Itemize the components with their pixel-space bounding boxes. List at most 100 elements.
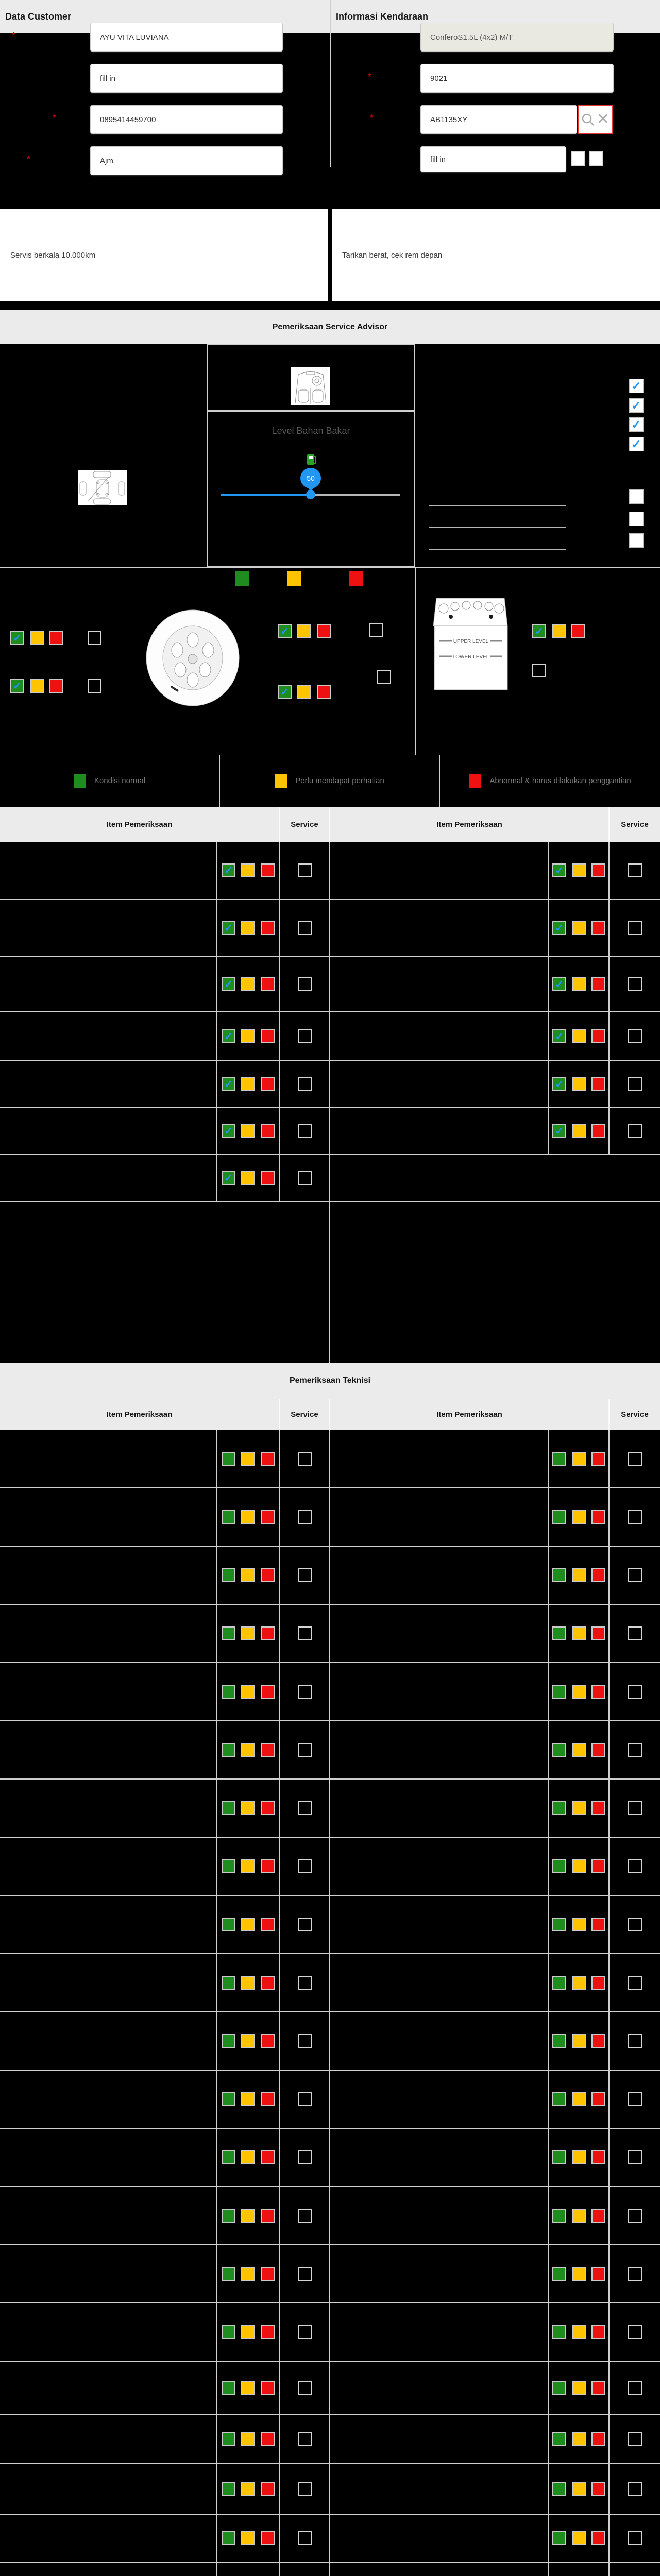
service-checkbox[interactable] — [628, 1124, 642, 1138]
checklist-checkbox-checked[interactable]: ✓ — [629, 398, 644, 413]
service-checkbox[interactable] — [628, 1029, 642, 1043]
service-checkbox[interactable] — [297, 2150, 312, 2164]
condition-green-swatch[interactable] — [222, 2531, 235, 2545]
condition-yellow-swatch[interactable] — [572, 1685, 586, 1699]
service-checkbox[interactable] — [628, 921, 642, 935]
condition-yellow-swatch[interactable] — [572, 1510, 586, 1524]
condition-green-swatch[interactable]: ✓ — [552, 1029, 566, 1043]
condition-yellow-swatch[interactable] — [572, 1124, 586, 1138]
service-checkbox[interactable] — [628, 2531, 642, 2545]
condition-yellow-swatch[interactable] — [572, 1859, 586, 1873]
condition-yellow-swatch[interactable] — [241, 2267, 255, 2281]
fuel-slider-handle[interactable] — [306, 490, 315, 499]
condition-red-swatch[interactable] — [591, 1568, 605, 1582]
service-checkbox[interactable] — [628, 1976, 642, 1990]
condition-yellow-swatch[interactable] — [572, 2482, 586, 2496]
service-checkbox[interactable] — [532, 664, 546, 677]
condition-red-swatch[interactable] — [261, 1124, 275, 1138]
condition-red-swatch[interactable] — [261, 1801, 275, 1815]
service-checkbox[interactable] — [628, 863, 642, 877]
condition-red-swatch[interactable] — [261, 1918, 275, 1931]
condition-yellow-swatch[interactable] — [241, 1452, 255, 1466]
condition-red-swatch[interactable] — [261, 921, 275, 935]
condition-yellow-swatch[interactable] — [241, 1918, 255, 1931]
condition-yellow-swatch[interactable] — [572, 2531, 586, 2545]
service-checkbox[interactable] — [297, 1743, 312, 1757]
condition-yellow-swatch[interactable] — [572, 2092, 586, 2106]
condition-yellow-swatch[interactable] — [572, 1918, 586, 1931]
condition-yellow-swatch[interactable] — [241, 1801, 255, 1815]
condition-green-swatch[interactable] — [222, 2092, 235, 2106]
condition-green-swatch[interactable] — [222, 1510, 235, 1524]
service-checkbox[interactable] — [88, 631, 101, 645]
condition-red-swatch[interactable] — [591, 863, 605, 877]
service-checkbox[interactable] — [628, 2034, 642, 2048]
condition-yellow-swatch[interactable] — [241, 2432, 255, 2446]
condition-red-swatch[interactable] — [261, 1859, 275, 1873]
customer-phone-input[interactable]: 0895414459700 — [90, 105, 283, 134]
condition-red-swatch[interactable] — [591, 2209, 605, 2223]
service-checkbox[interactable] — [297, 1029, 312, 1043]
condition-green-swatch[interactable] — [552, 1568, 566, 1582]
condition-green-swatch[interactable]: ✓ — [552, 863, 566, 877]
condition-yellow-swatch[interactable] — [572, 1452, 586, 1466]
condition-yellow-swatch[interactable] — [572, 1077, 586, 1091]
condition-green-swatch[interactable] — [222, 2432, 235, 2446]
condition-green-swatch[interactable] — [222, 2482, 235, 2496]
condition-red-swatch[interactable] — [261, 863, 275, 877]
checklist-checkbox[interactable] — [629, 512, 644, 526]
service-checkbox[interactable] — [628, 1568, 642, 1582]
condition-red-swatch[interactable] — [591, 977, 605, 991]
condition-red-swatch[interactable] — [261, 1077, 275, 1091]
service-checkbox[interactable] — [297, 863, 312, 877]
condition-yellow-swatch[interactable] — [572, 1976, 586, 1990]
condition-yellow-swatch[interactable] — [241, 2034, 255, 2048]
service-checkbox[interactable] — [297, 2432, 312, 2446]
condition-green-swatch[interactable] — [552, 1976, 566, 1990]
service-checkbox[interactable] — [628, 2092, 642, 2106]
condition-yellow-swatch[interactable] — [241, 1685, 255, 1699]
complaint-note[interactable]: Tarikan berat, cek rem depan — [332, 209, 660, 301]
service-checkbox[interactable] — [628, 1743, 642, 1757]
condition-green-swatch[interactable] — [552, 1626, 566, 1640]
condition-yellow-swatch[interactable] — [241, 2381, 255, 2395]
condition-green-swatch[interactable] — [552, 1801, 566, 1815]
condition-yellow-swatch[interactable] — [241, 1124, 255, 1138]
condition-green-swatch[interactable]: ✓ — [222, 1171, 235, 1185]
condition-red-swatch[interactable] — [49, 631, 63, 645]
condition-green-swatch[interactable] — [222, 1685, 235, 1699]
condition-yellow-swatch[interactable] — [241, 2092, 255, 2106]
condition-green-swatch[interactable] — [552, 2432, 566, 2446]
condition-red-swatch[interactable] — [261, 2531, 275, 2545]
service-checkbox[interactable] — [297, 2092, 312, 2106]
condition-green-swatch[interactable] — [552, 2209, 566, 2223]
condition-green-swatch[interactable] — [222, 1976, 235, 1990]
service-checkbox[interactable] — [628, 1801, 642, 1815]
condition-green-swatch[interactable] — [552, 2034, 566, 2048]
condition-red-swatch[interactable] — [261, 1510, 275, 1524]
condition-red-swatch[interactable] — [261, 1171, 275, 1185]
condition-green-swatch[interactable] — [552, 1452, 566, 1466]
condition-red-swatch[interactable] — [591, 1685, 605, 1699]
condition-red-swatch[interactable] — [261, 1568, 275, 1582]
condition-red-swatch[interactable] — [261, 1685, 275, 1699]
service-checkbox[interactable] — [628, 2325, 642, 2339]
service-checkbox[interactable] — [377, 670, 391, 684]
condition-red-swatch[interactable] — [261, 2482, 275, 2496]
condition-green-swatch[interactable] — [222, 2325, 235, 2339]
condition-yellow-swatch[interactable] — [297, 685, 311, 699]
condition-red-swatch[interactable] — [571, 624, 585, 638]
condition-green-swatch[interactable] — [552, 2381, 566, 2395]
condition-yellow-swatch[interactable] — [572, 863, 586, 877]
condition-green-swatch[interactable] — [552, 1510, 566, 1524]
service-checkbox[interactable] — [297, 2034, 312, 2048]
condition-green-swatch[interactable] — [222, 1918, 235, 1931]
condition-red-swatch[interactable] — [261, 2209, 275, 2223]
condition-yellow-swatch[interactable] — [241, 2209, 255, 2223]
condition-red-swatch[interactable] — [591, 1124, 605, 1138]
condition-green-swatch[interactable] — [222, 2381, 235, 2395]
condition-yellow-swatch[interactable] — [241, 1859, 255, 1873]
condition-green-swatch[interactable] — [222, 2267, 235, 2281]
condition-red-swatch[interactable] — [591, 2034, 605, 2048]
service-checkbox[interactable] — [297, 1859, 312, 1873]
